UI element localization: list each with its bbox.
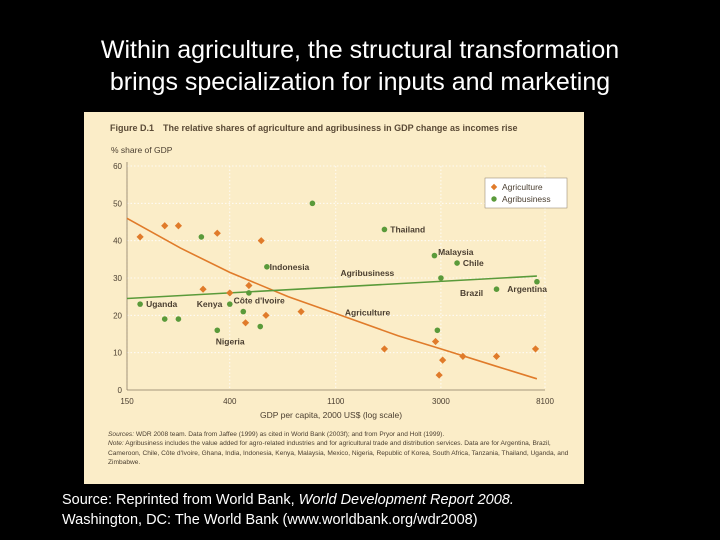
legend-box (484, 177, 568, 209)
data-point-agribusiness (226, 301, 233, 307)
y-tick-label: 20 (113, 311, 122, 320)
country-label: Uganda (146, 299, 177, 309)
slide-title: Within agriculture, the structural trans… (20, 34, 700, 98)
y-tick-label: 60 (113, 162, 122, 171)
data-point-agribusiness (175, 316, 182, 322)
y-axis-title: % share of GDP (111, 145, 173, 155)
data-point-agriculture (435, 371, 443, 379)
data-point-agriculture (241, 319, 250, 327)
scatter-chart: 0 10 20 30 40 50 60 150 400 1100 3000 8100 % share o… (111, 145, 568, 420)
data-point-agribusiness (309, 200, 316, 207)
figure-notes: Sources: WDR 2008 team. Data from Jaffee… (108, 430, 578, 467)
y-tick-label: 10 (113, 349, 122, 358)
x-tick-label: 150 (120, 397, 134, 406)
country-label: Indonesia (270, 262, 310, 272)
y-tick-label: 50 (113, 199, 122, 208)
data-point-agriculture (161, 222, 169, 230)
data-point-agribusiness (434, 327, 441, 334)
figure-note: Note: Agribusiness includes the value ad… (108, 439, 578, 467)
y-tick-label: 40 (113, 237, 122, 246)
y-tick-label: 0 (118, 386, 123, 395)
data-point-agriculture (459, 352, 467, 360)
data-point-agriculture (226, 289, 234, 297)
data-point-agribusiness (246, 290, 252, 296)
figure-label: Figure D.1 (110, 123, 155, 133)
figure-panel: 0 10 20 30 40 50 60 150 400 1100 3000 8100 % share o… (84, 112, 584, 484)
sources-label: Sources: (108, 431, 135, 438)
data-point-agriculture (492, 352, 501, 360)
country-label: Argentina (507, 284, 547, 294)
data-point-agribusiness (381, 226, 388, 233)
trend-line-agribusiness (126, 275, 537, 300)
data-point-agriculture (439, 356, 447, 364)
x-axis-title: GDP per capita, 2000 US$ (log scale) (260, 410, 402, 420)
source-citation: Source: Reprinted from World Bank, World… (62, 490, 702, 530)
data-point-agribusiness (198, 234, 205, 240)
data-point-agriculture (199, 285, 207, 293)
data-point-agribusiness (438, 275, 444, 281)
data-point-agriculture (257, 237, 265, 245)
country-label: Kenya (197, 299, 223, 309)
data-point-agribusiness (137, 301, 143, 307)
country-label: Nigeria (216, 336, 245, 346)
country-label: Thailand (390, 224, 425, 234)
y-tick-label: 30 (113, 274, 122, 283)
data-point-agriculture (245, 281, 253, 290)
data-point-agriculture (297, 308, 305, 316)
legend-label-agriculture: Agriculture (502, 182, 543, 192)
source-report: World Development Report 2008. (298, 492, 514, 508)
data-point-agribusiness (161, 316, 168, 322)
legend-label-agribusiness: Agribusiness (502, 194, 551, 204)
note-label: Note: (108, 440, 124, 448)
data-point-agriculture (136, 233, 144, 241)
x-tick-label: 3000 (432, 397, 450, 406)
country-label: Malaysia (438, 247, 474, 257)
data-point-agribusiness (257, 323, 264, 330)
data-point-agribusiness (264, 264, 270, 270)
data-point-agribusiness (454, 260, 460, 266)
data-point-agriculture (431, 337, 440, 346)
source-line-1: Source: Reprinted from World Bank, World… (62, 490, 702, 510)
data-point-agriculture (213, 229, 221, 237)
sources-text: WDR 2008 team. Data from Jaffee (1999) a… (135, 431, 445, 438)
country-label: Côte d'Ivoire (234, 295, 285, 305)
x-tick-label: 1100 (327, 397, 345, 406)
figure-sources: Sources: WDR 2008 team. Data from Jaffee… (108, 430, 578, 439)
figure-title: Figure D.1 The relative shares of agricul… (110, 123, 517, 133)
legend-marker-agribusiness (491, 196, 497, 202)
data-point-agriculture (380, 345, 389, 353)
slide-title-line-2: brings specialization for inputs and mar… (109, 68, 611, 96)
trend-line-agriculture (126, 217, 538, 380)
data-point-agribusiness (214, 327, 221, 334)
data-point-agriculture (174, 222, 183, 230)
source-line-2: Washington, DC: The World Bank (www.worl… (62, 512, 478, 528)
x-tick-label: 400 (223, 397, 237, 406)
figure-title-text: The relative shares of agriculture and a… (163, 123, 518, 133)
country-label: Brazil (460, 288, 483, 298)
trend-label-agribusiness: Agribusiness (340, 268, 394, 278)
country-label: Chile (463, 258, 484, 268)
data-point-agribusiness (431, 252, 438, 259)
data-point-agribusiness (534, 278, 540, 285)
data-point-agribusiness (493, 286, 500, 292)
note-text: Agribusiness includes the value added fo… (108, 440, 569, 466)
source-prefix: Source: Reprinted from World Bank, (62, 492, 295, 508)
data-point-agribusiness (240, 308, 247, 315)
data-point-agriculture (262, 311, 270, 319)
trend-label-agriculture: Agriculture (345, 307, 391, 317)
slide-title-line-1: Within agriculture, the structural trans… (100, 36, 620, 64)
x-tick-label: 8100 (536, 397, 554, 406)
data-point-agriculture (531, 345, 540, 353)
